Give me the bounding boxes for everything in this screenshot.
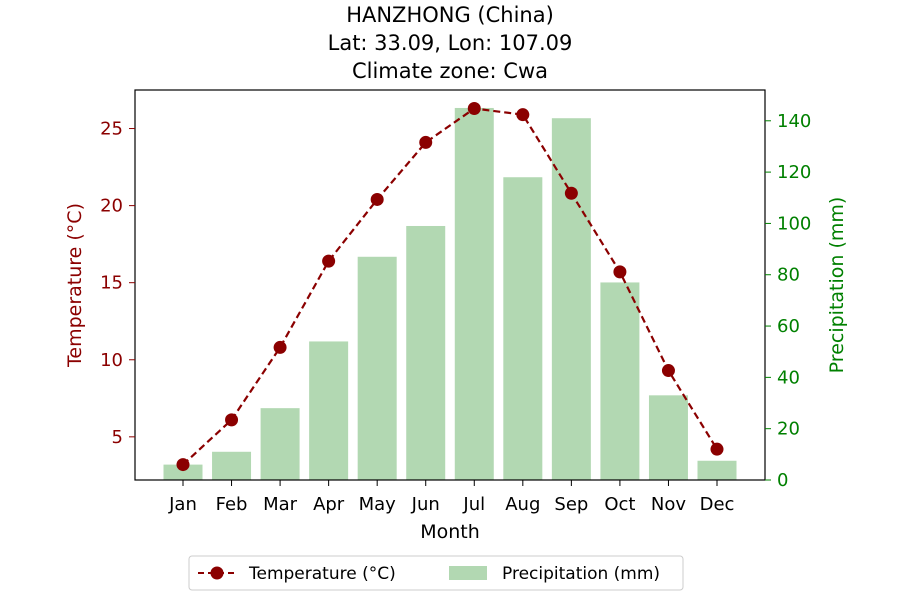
x-tick-label: Nov bbox=[651, 494, 686, 515]
precipitation-axis: 0 20 40 60 80 100 120 140 bbox=[765, 111, 811, 491]
temperature-axis: 5 10 15 20 25 bbox=[100, 119, 135, 448]
x-tick-label: Sep bbox=[554, 494, 588, 515]
x-axis-label: Month bbox=[420, 521, 480, 543]
temperature-line bbox=[182, 107, 718, 466]
precipitation-tick-label: 40 bbox=[777, 367, 800, 388]
precipitation-bar bbox=[454, 107, 494, 481]
precipitation-axis-label: Precipitation (mm) bbox=[826, 197, 848, 374]
legend: Temperature (°C) Precipitation (mm) bbox=[188, 555, 684, 591]
precipitation-bar bbox=[260, 408, 300, 480]
legend-temperature-label: Temperature (°C) bbox=[248, 564, 396, 584]
title-line-1: HANZHONG (China) bbox=[346, 3, 554, 27]
temperature-point bbox=[273, 340, 287, 354]
x-tick-label: Dec bbox=[700, 494, 735, 515]
temperature-point bbox=[710, 442, 724, 456]
x-tick-label: Feb bbox=[216, 494, 248, 515]
x-tick-label: Oct bbox=[604, 494, 635, 515]
precipitation-bar bbox=[648, 395, 688, 480]
temperature-tick-label: 15 bbox=[100, 273, 123, 294]
precipitation-bar bbox=[406, 225, 446, 480]
temperature-tick-label: 20 bbox=[100, 196, 123, 217]
legend-precipitation-swatch bbox=[449, 566, 487, 580]
temperature-tick-label: 10 bbox=[100, 350, 123, 371]
temperature-point bbox=[225, 413, 239, 427]
temperature-series bbox=[176, 101, 724, 472]
precipitation-tick-label: 100 bbox=[777, 213, 811, 234]
temperature-point bbox=[661, 364, 675, 378]
precipitation-tick-label: 120 bbox=[777, 162, 811, 183]
temperature-point bbox=[467, 101, 481, 115]
precipitation-bar bbox=[163, 464, 203, 480]
temperature-point bbox=[176, 458, 190, 472]
temperature-tick-label: 25 bbox=[100, 119, 123, 140]
precipitation-bar bbox=[600, 282, 640, 480]
precipitation-bar bbox=[697, 460, 737, 480]
precipitation-tick-label: 140 bbox=[777, 111, 811, 132]
precipitation-bar bbox=[503, 177, 543, 480]
x-tick-label: Jul bbox=[462, 494, 485, 515]
chart-title: HANZHONG (China) Lat: 33.09, Lon: 107.09… bbox=[328, 3, 573, 83]
x-tick-label: Mar bbox=[263, 494, 298, 515]
precipitation-bar bbox=[357, 256, 397, 480]
precipitation-bars bbox=[163, 107, 737, 481]
title-line-3: Climate zone: Cwa bbox=[352, 59, 548, 83]
precipitation-tick-label: 60 bbox=[777, 316, 800, 337]
precipitation-bar bbox=[551, 118, 591, 480]
temperature-point bbox=[613, 265, 627, 279]
temperature-point bbox=[370, 192, 384, 206]
temperature-tick-label: 5 bbox=[112, 427, 123, 448]
x-tick-label: Jun bbox=[411, 494, 440, 515]
title-line-2: Lat: 33.09, Lon: 107.09 bbox=[328, 31, 573, 55]
temperature-point bbox=[322, 254, 336, 268]
precipitation-tick-label: 80 bbox=[777, 265, 800, 286]
precipitation-bar bbox=[309, 341, 349, 480]
temperature-point bbox=[564, 186, 578, 200]
x-tick-label: Jan bbox=[168, 494, 197, 515]
legend-temperature-marker bbox=[210, 566, 224, 580]
precipitation-tick-label: 20 bbox=[777, 419, 800, 440]
temperature-axis-label: Temperature (°C) bbox=[64, 203, 86, 368]
x-tick-label: Apr bbox=[313, 494, 345, 515]
legend-frame bbox=[188, 555, 684, 591]
x-tick-label: May bbox=[359, 494, 397, 515]
plot-frame bbox=[134, 89, 766, 481]
legend-precipitation-label: Precipitation (mm) bbox=[502, 564, 660, 584]
temperature-point bbox=[419, 135, 433, 149]
temperature-point bbox=[516, 108, 530, 122]
x-axis: Jan Feb Mar Apr May Jun Jul Aug Sep Oct Nov Dec bbox=[168, 480, 734, 515]
x-tick-label: Aug bbox=[505, 494, 540, 515]
precipitation-bar bbox=[212, 451, 252, 480]
precipitation-tick-label: 0 bbox=[777, 470, 788, 491]
